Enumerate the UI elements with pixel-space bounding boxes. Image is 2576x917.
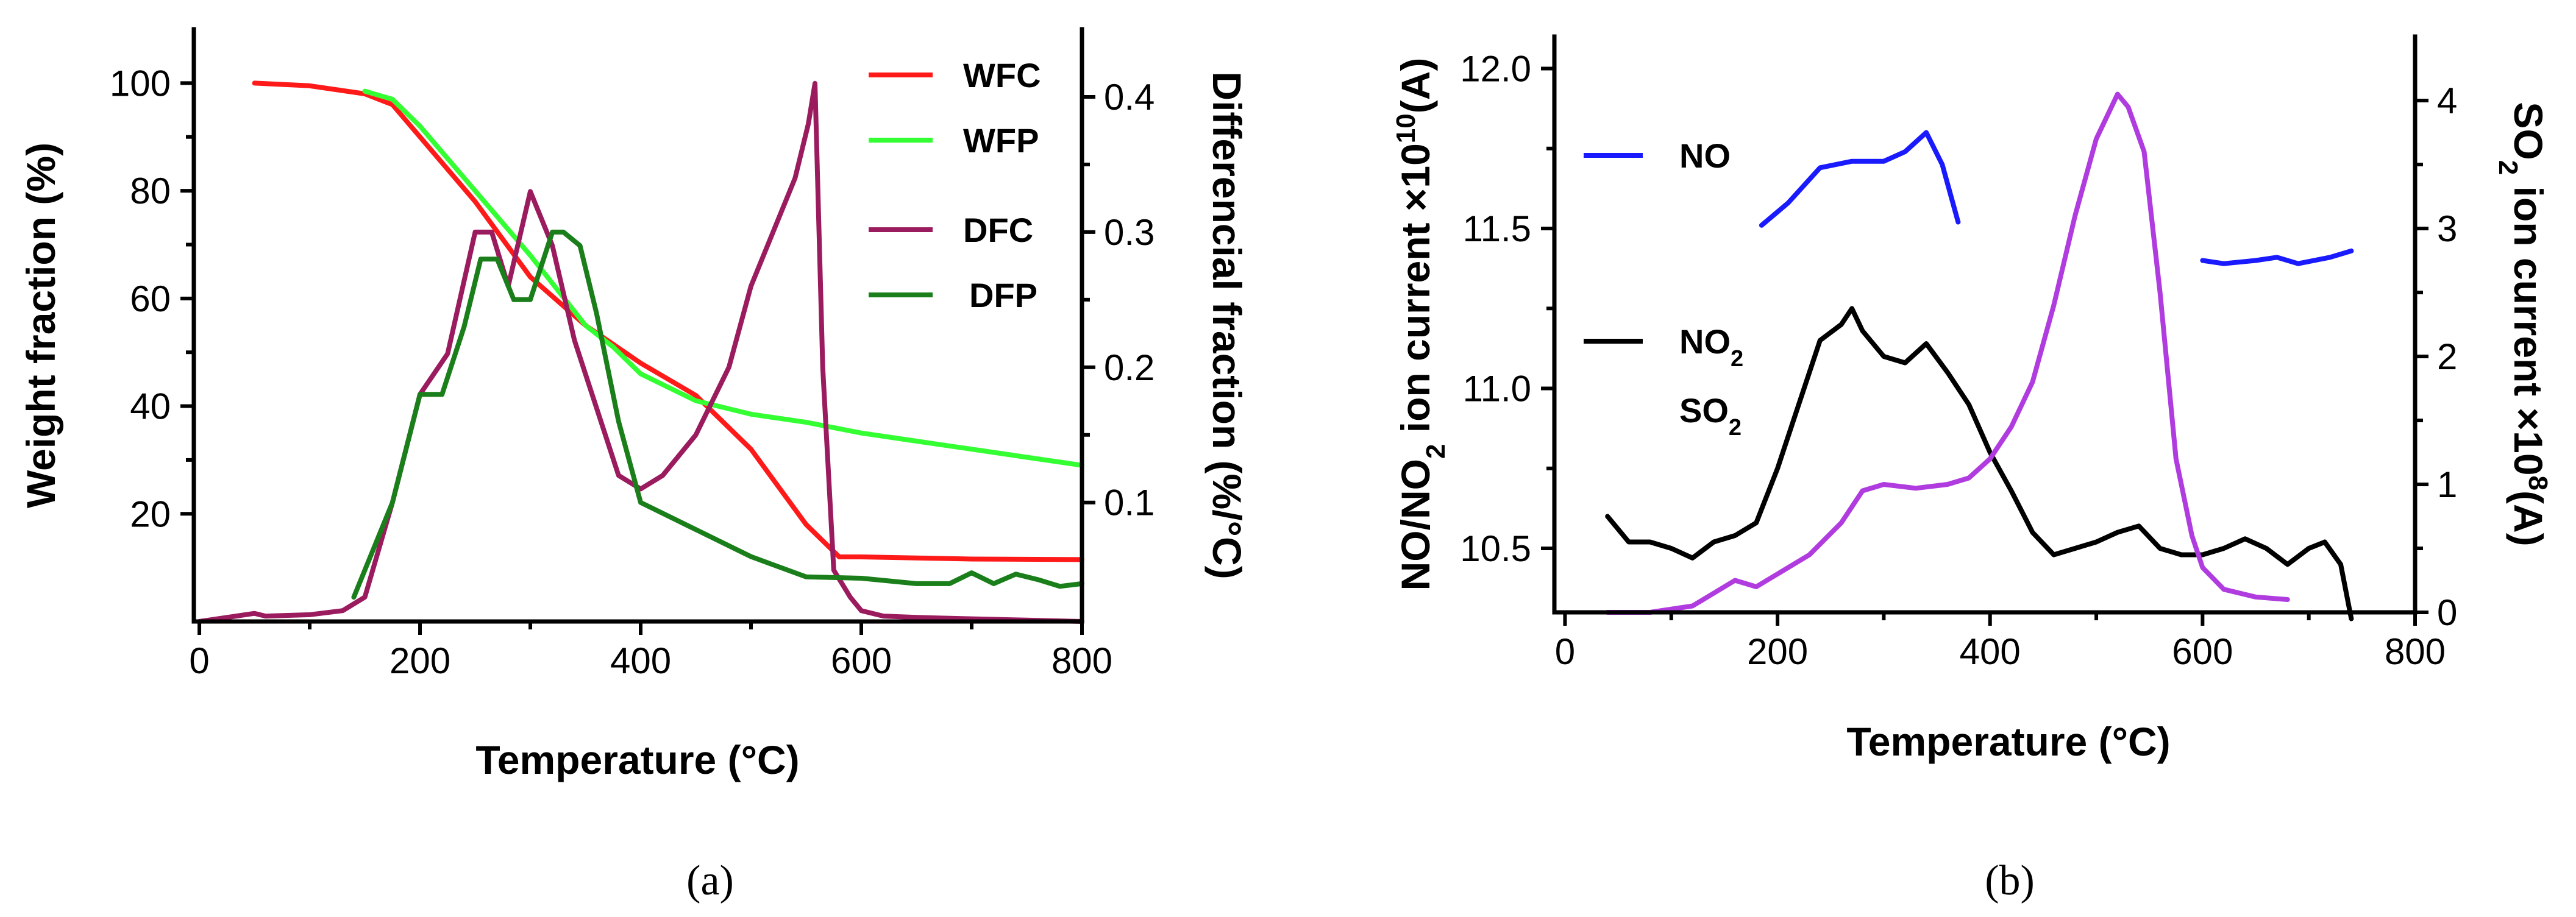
series-line-b-no-2 xyxy=(2200,248,2354,266)
y-tick-label-b-11.5: 11.5 xyxy=(1463,208,1531,249)
y-label-part-1: NO/NO xyxy=(1393,459,1438,590)
series-line-a-dfc xyxy=(197,80,1084,624)
y-label-part-3: (A) xyxy=(1393,58,1438,114)
y-label-part-2: ion current ×10 xyxy=(1393,143,1438,444)
y2-tick-label-b-0: 0 xyxy=(2437,592,2457,633)
panel-b-x-axis-label: Temperature (°C) xyxy=(1846,719,2170,764)
y2-tick-label-a-0.3: 0.3 xyxy=(1104,212,1155,253)
panel-a-y2-axis-label: Differencial fraction (%/°C) xyxy=(1204,71,1250,579)
panel-a-series xyxy=(197,80,1084,624)
series-line-b-no-1 xyxy=(1759,130,1961,228)
legend-label-wfc: WFC xyxy=(963,56,1041,94)
legend-label-no: NO xyxy=(1679,136,1731,175)
panel-a-caption: (a) xyxy=(686,857,734,904)
panel-b-legend: NO NO2 SO2 xyxy=(1584,136,1743,441)
series-line-b-so2 xyxy=(1605,91,2290,615)
series-line-a-wfp xyxy=(362,88,1084,468)
y2-tick-label-b-1: 1 xyxy=(2437,464,2457,505)
legend-label-wfp: WFP xyxy=(963,121,1039,160)
panel-b-series xyxy=(1605,91,2354,621)
panel-b-ticks: 0 200 400 600 800 10.5 11.0 11.5 12.0 0 1 2 3 4 xyxy=(1460,49,2457,673)
panel-a-legend: WFC WFP DFC DFP xyxy=(869,56,1041,314)
legend-so2-main: SO xyxy=(1679,391,1729,430)
panel-b-axes-frame xyxy=(1552,34,2418,615)
y-label-sub: 2 xyxy=(1421,444,1451,459)
panel-b-y-axis-label: NO/NO2 ion current ×1010(A) xyxy=(1391,58,1451,591)
y-label-sup: 10 xyxy=(1391,113,1421,143)
legend-label-dfp: DFP xyxy=(969,276,1037,314)
panel-a-ticks: 0 200 400 600 800 20 40 60 80 100 0.1 0.2 0.3 0.4 xyxy=(110,63,1155,681)
y2-tick-label-a-0.1: 0.1 xyxy=(1104,483,1155,523)
panel-b-caption: (b) xyxy=(1985,857,2035,904)
legend-so2-sub: 2 xyxy=(1729,415,1742,441)
y2-label-part-1: SO xyxy=(2506,102,2551,160)
y-tick-label-b-12: 12.0 xyxy=(1460,49,1531,90)
x-tick-label-a-800: 800 xyxy=(1051,640,1112,681)
legend-label-so2: SO2 xyxy=(1679,391,1742,441)
series-line-a-wfc xyxy=(252,80,1084,562)
legend-label-dfc: DFC xyxy=(963,211,1033,249)
panel-b: 0 200 400 600 800 10.5 11.0 11.5 12.0 0 1 2 3 4 Tempe… xyxy=(1391,34,2553,904)
y-tick-label-a-20: 20 xyxy=(130,494,171,534)
y2-tick-label-a-0.2: 0.2 xyxy=(1104,347,1155,388)
x-tick-label-b-800: 800 xyxy=(2385,631,2446,672)
x-tick-label-a-200: 200 xyxy=(390,640,450,681)
y-tick-label-b-11: 11.0 xyxy=(1463,369,1531,409)
x-tick-label-b-400: 400 xyxy=(1960,631,2021,672)
y2-tick-label-b-4: 4 xyxy=(2437,80,2457,121)
legend-label-no2: NO2 xyxy=(1679,322,1743,372)
x-tick-label-a-400: 400 xyxy=(610,640,671,681)
x-tick-label-a-600: 600 xyxy=(831,640,892,681)
panel-b-y2-axis-label: SO2 ion current ×108(A) xyxy=(2494,102,2553,546)
series-line-a-dfp xyxy=(351,229,1084,600)
y2-label-sup: 8 xyxy=(2524,476,2553,490)
legend-no2-sub: 2 xyxy=(1731,346,1743,372)
y-tick-label-a-80: 80 xyxy=(130,171,171,211)
y2-label-part-2: ion current ×10 xyxy=(2506,175,2551,475)
y-tick-label-a-40: 40 xyxy=(130,386,171,427)
panel-a-axes-frame xyxy=(191,27,1084,624)
x-tick-label-b-600: 600 xyxy=(2172,631,2233,672)
y2-label-part-3: (A) xyxy=(2506,490,2551,547)
panel-a-x-axis-label: Temperature (°C) xyxy=(475,737,799,782)
legend-no2-main: NO xyxy=(1679,322,1731,361)
y-tick-label-a-60: 60 xyxy=(130,278,171,319)
y2-label-sub: 2 xyxy=(2494,160,2524,175)
y-tick-label-b-10.5: 10.5 xyxy=(1460,528,1531,569)
y2-tick-label-a-0.4: 0.4 xyxy=(1104,77,1155,118)
series-line-b-no2 xyxy=(1605,306,2354,621)
panel-a: 0 200 400 600 800 20 40 60 80 100 0.1 0.2 0.3 0.4 Tem… xyxy=(18,27,1250,904)
y2-tick-label-b-2: 2 xyxy=(2437,336,2457,377)
x-tick-label-b-200: 200 xyxy=(1747,631,1808,672)
y2-tick-label-b-3: 3 xyxy=(2437,208,2457,249)
x-tick-label-a-0: 0 xyxy=(189,640,209,681)
x-tick-label-b-0: 0 xyxy=(1555,631,1575,672)
panel-a-y-axis-label: Weight fraction (%) xyxy=(18,143,63,508)
y-tick-label-a-100: 100 xyxy=(110,63,171,104)
